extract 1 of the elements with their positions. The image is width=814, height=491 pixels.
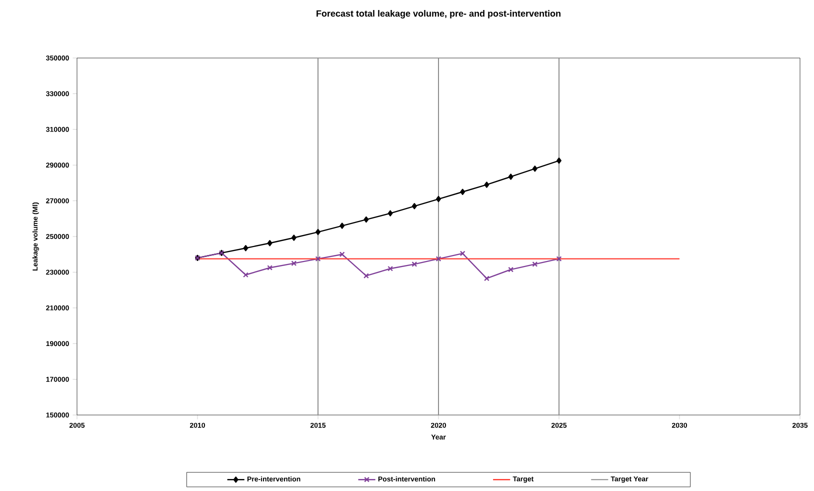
chart-title: Forecast total leakage volume, pre- and post-intervention <box>316 10 560 18</box>
